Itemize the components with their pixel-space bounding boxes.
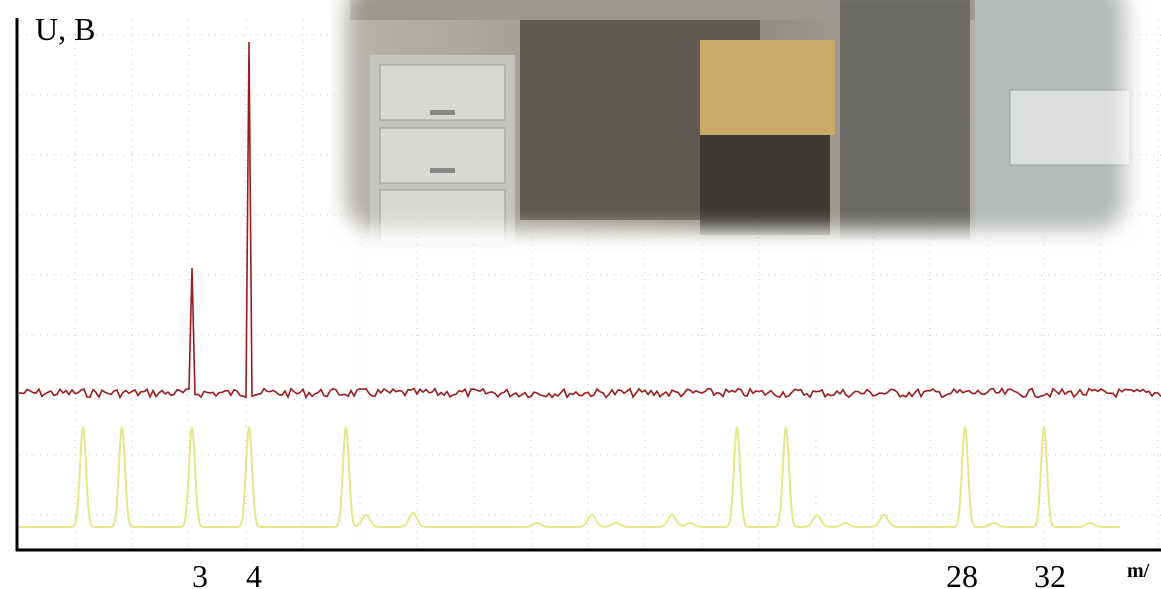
spectrum-screenshot: U, B m/ 3 4 28 32: [0, 0, 1161, 589]
x-tick-label: 4: [246, 558, 262, 589]
reference-trace: [19, 427, 1120, 527]
page: U, B m/ 3 4 28 32 (() => { const data = …: [0, 0, 1161, 589]
x-tick-label: 28: [946, 558, 978, 589]
photo-inset: [330, 0, 1150, 250]
y-axis-label: U, B: [35, 11, 95, 47]
x-tick-label: 3: [192, 558, 208, 589]
x-axis-label: m/: [1127, 560, 1150, 582]
x-tick-label: 32: [1034, 558, 1066, 589]
